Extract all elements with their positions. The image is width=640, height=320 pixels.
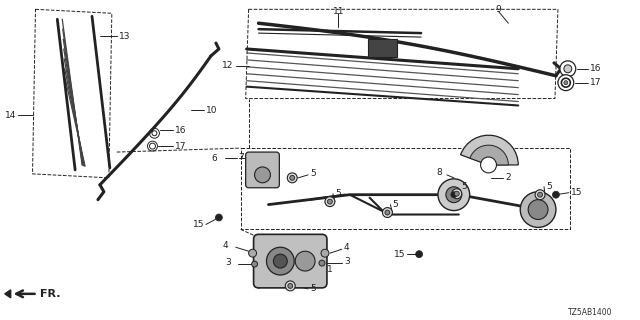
Text: 5: 5 bbox=[310, 284, 316, 293]
Text: 17: 17 bbox=[175, 142, 187, 151]
Text: 5: 5 bbox=[310, 169, 316, 178]
Circle shape bbox=[535, 190, 545, 200]
Text: 5: 5 bbox=[392, 200, 398, 209]
Text: 6: 6 bbox=[211, 154, 217, 163]
Polygon shape bbox=[4, 290, 11, 298]
Text: 5: 5 bbox=[546, 182, 552, 191]
Text: FR.: FR. bbox=[40, 289, 61, 299]
Circle shape bbox=[290, 175, 295, 180]
Text: 5: 5 bbox=[335, 189, 340, 198]
Circle shape bbox=[452, 189, 461, 199]
Wedge shape bbox=[461, 135, 518, 165]
Text: 13: 13 bbox=[119, 32, 131, 41]
Circle shape bbox=[520, 192, 556, 228]
Circle shape bbox=[216, 214, 222, 221]
Circle shape bbox=[552, 191, 559, 198]
Circle shape bbox=[438, 179, 470, 211]
Text: 15: 15 bbox=[571, 188, 582, 197]
Circle shape bbox=[295, 251, 315, 271]
Circle shape bbox=[266, 247, 294, 275]
Text: 17: 17 bbox=[589, 78, 601, 87]
Circle shape bbox=[560, 61, 576, 77]
Text: 3: 3 bbox=[225, 258, 230, 267]
Text: 3: 3 bbox=[344, 257, 349, 266]
Circle shape bbox=[385, 210, 390, 215]
Circle shape bbox=[325, 197, 335, 207]
Circle shape bbox=[451, 192, 457, 198]
Text: 15: 15 bbox=[394, 250, 405, 259]
Text: 15: 15 bbox=[193, 220, 204, 229]
Circle shape bbox=[564, 65, 572, 73]
Text: 5: 5 bbox=[461, 182, 467, 191]
Circle shape bbox=[248, 249, 257, 257]
Circle shape bbox=[285, 281, 295, 291]
Circle shape bbox=[558, 75, 574, 91]
Circle shape bbox=[252, 261, 257, 267]
Text: 7: 7 bbox=[238, 153, 244, 162]
Text: 12: 12 bbox=[222, 61, 234, 70]
Circle shape bbox=[255, 167, 271, 183]
Text: 10: 10 bbox=[206, 106, 218, 115]
Text: 2: 2 bbox=[506, 173, 511, 182]
Circle shape bbox=[328, 199, 332, 204]
FancyBboxPatch shape bbox=[246, 152, 279, 188]
Text: 1: 1 bbox=[327, 265, 333, 274]
Wedge shape bbox=[470, 145, 508, 165]
Text: 4: 4 bbox=[223, 241, 228, 250]
Circle shape bbox=[273, 254, 287, 268]
FancyBboxPatch shape bbox=[367, 39, 397, 57]
Circle shape bbox=[564, 81, 568, 85]
Circle shape bbox=[383, 208, 392, 218]
Circle shape bbox=[454, 191, 460, 196]
Circle shape bbox=[538, 192, 543, 197]
Text: 16: 16 bbox=[175, 126, 187, 135]
Circle shape bbox=[481, 157, 497, 173]
Text: TZ5AB1400: TZ5AB1400 bbox=[568, 308, 612, 317]
Text: 4: 4 bbox=[344, 243, 349, 252]
FancyBboxPatch shape bbox=[253, 234, 327, 288]
Text: 9: 9 bbox=[495, 5, 501, 14]
Circle shape bbox=[528, 200, 548, 220]
Circle shape bbox=[446, 187, 461, 203]
Text: 16: 16 bbox=[589, 64, 601, 73]
Circle shape bbox=[415, 251, 422, 258]
Circle shape bbox=[287, 173, 297, 183]
Circle shape bbox=[288, 284, 292, 288]
Text: 8: 8 bbox=[436, 168, 442, 177]
Circle shape bbox=[319, 260, 325, 266]
Circle shape bbox=[321, 249, 329, 257]
Text: 14: 14 bbox=[4, 111, 16, 120]
Text: 11: 11 bbox=[333, 7, 344, 16]
